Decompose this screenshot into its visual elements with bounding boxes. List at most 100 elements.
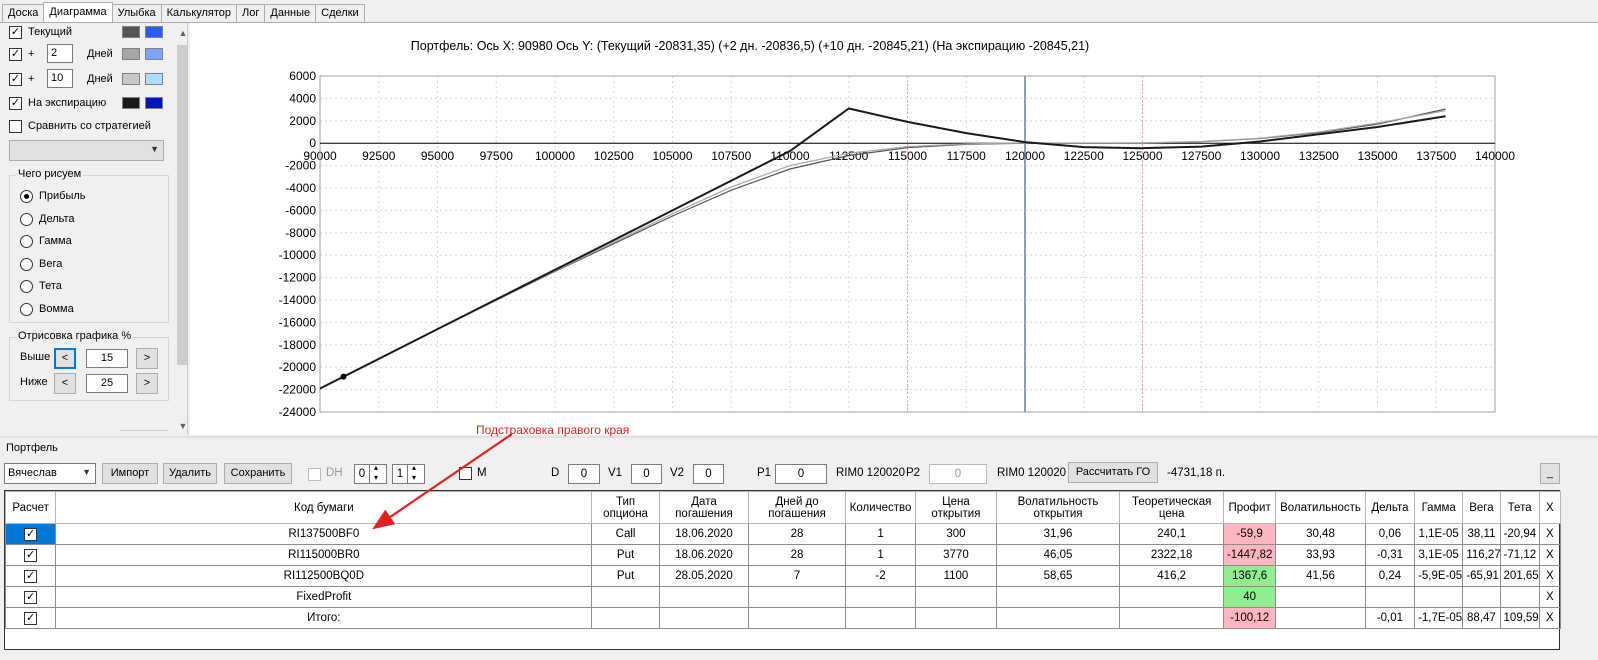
tab-3[interactable]: Калькулятор bbox=[160, 4, 238, 23]
remove-row-button[interactable]: X bbox=[1538, 565, 1562, 587]
radio-2[interactable] bbox=[20, 235, 33, 248]
column-header-0[interactable]: Расчет bbox=[4, 491, 57, 524]
table-cell bbox=[591, 607, 660, 629]
column-header-9[interactable]: Профит bbox=[1222, 491, 1277, 524]
save-button[interactable]: Сохранить bbox=[224, 463, 292, 484]
scroll-down-icon[interactable]: ▼ bbox=[178, 421, 188, 431]
portfolio-select[interactable]: Вячеслав ▼ bbox=[4, 463, 96, 484]
plus2-alt-color-swatch[interactable] bbox=[145, 48, 163, 60]
column-header-14[interactable]: Тета bbox=[1499, 491, 1540, 524]
column-header-6[interactable]: Цена открытия bbox=[915, 491, 997, 524]
delete-button[interactable]: Удалить bbox=[163, 463, 217, 484]
tab-5[interactable]: Данные bbox=[264, 4, 317, 23]
p1-input[interactable]: 0 bbox=[775, 464, 827, 484]
dh-spinner-1[interactable] bbox=[369, 463, 387, 484]
expiry-alt-color-swatch[interactable] bbox=[145, 97, 163, 109]
calc-checkbox[interactable]: ✓ bbox=[24, 611, 38, 625]
table-cell: 28.05.2020 bbox=[658, 565, 750, 587]
radio-0[interactable] bbox=[20, 190, 33, 203]
table-row[interactable]: ✓ Итого: -100,12 -0,01 -1,7E-05 88,47 109,59 X bbox=[4, 607, 1562, 629]
radio-4[interactable] bbox=[20, 280, 33, 293]
calc-checkbox[interactable]: ✓ bbox=[24, 548, 38, 562]
column-header-3[interactable]: Дата погашения bbox=[658, 491, 750, 524]
below-decrease-button[interactable]: < bbox=[54, 373, 76, 394]
days-input-2[interactable]: 10 bbox=[47, 69, 73, 88]
column-header-12[interactable]: Гамма bbox=[1414, 491, 1464, 524]
x-tick-label: 130000 bbox=[1240, 149, 1280, 163]
radio-3[interactable] bbox=[20, 257, 33, 271]
current-checkbox[interactable]: ✓ bbox=[9, 26, 22, 39]
scroll-up-icon[interactable]: ▲ bbox=[178, 28, 188, 38]
remove-row-button[interactable]: X bbox=[1538, 544, 1562, 566]
column-header-15[interactable]: X bbox=[1538, 491, 1562, 524]
plus2-color-swatch[interactable] bbox=[122, 48, 140, 60]
scroll-thumb[interactable] bbox=[177, 45, 187, 365]
calc-checkbox[interactable]: ✓ bbox=[24, 590, 38, 604]
remove-row-button[interactable]: X bbox=[1538, 607, 1562, 629]
above-decrease-button[interactable]: < bbox=[54, 348, 76, 369]
dh-checkbox[interactable] bbox=[308, 468, 321, 481]
table-row[interactable]: ✓ RI112500BQ0D Put 28.05.2020 7 -2 1100 58,65 41… bbox=[4, 565, 1562, 587]
series-line bbox=[319, 110, 1446, 390]
left-panel-scrollbar[interactable]: ▲ ▼ bbox=[176, 25, 188, 435]
import-button[interactable]: Импорт bbox=[102, 463, 158, 484]
tab-0[interactable]: Доска bbox=[2, 4, 45, 23]
remove-row-button[interactable]: X bbox=[1538, 523, 1562, 545]
strategy-select[interactable]: ▼ bbox=[9, 140, 164, 161]
column-header-13[interactable]: Вега bbox=[1462, 491, 1501, 524]
tab-6[interactable]: Сделки bbox=[315, 4, 365, 23]
column-header-2[interactable]: Тип опциона bbox=[591, 491, 660, 524]
column-header-11[interactable]: Дельта bbox=[1364, 491, 1416, 524]
remove-row-button[interactable]: X bbox=[1538, 586, 1562, 608]
calc-checkbox[interactable]: ✓ bbox=[24, 569, 38, 583]
splitter[interactable] bbox=[0, 436, 1598, 438]
column-header-8[interactable]: Теоретическая цена bbox=[1119, 491, 1224, 524]
current-alt-color-swatch[interactable] bbox=[145, 26, 163, 38]
tab-2[interactable]: Улыбка bbox=[111, 4, 162, 23]
above-value[interactable]: 15 bbox=[86, 349, 128, 368]
radio-5[interactable] bbox=[20, 302, 33, 316]
table-cell: 0,06 bbox=[1364, 523, 1416, 545]
current-color-swatch[interactable] bbox=[122, 26, 140, 38]
calc-checkbox[interactable]: ✓ bbox=[24, 527, 38, 541]
column-header-7[interactable]: Волатильность открытия bbox=[995, 491, 1121, 524]
above-increase-button[interactable]: > bbox=[136, 348, 158, 369]
v2-input[interactable]: 0 bbox=[693, 464, 724, 484]
plus-days-checkbox-1[interactable]: ✓ bbox=[9, 48, 22, 61]
below-value[interactable]: 25 bbox=[86, 374, 128, 393]
calc-cell[interactable]: ✓ bbox=[4, 586, 57, 608]
expiry-color-swatch[interactable] bbox=[122, 97, 140, 109]
d-input[interactable]: 0 bbox=[568, 464, 600, 484]
compare-checkbox[interactable] bbox=[9, 120, 22, 133]
plus-days-checkbox-2[interactable]: ✓ bbox=[9, 73, 22, 86]
calc-cell[interactable]: ✓ bbox=[4, 607, 57, 629]
plus10-color-swatch[interactable] bbox=[122, 73, 140, 85]
column-header-1[interactable]: Код бумаги bbox=[55, 491, 593, 524]
radio-1[interactable] bbox=[20, 212, 33, 226]
below-increase-button[interactable]: > bbox=[136, 373, 158, 394]
table-row[interactable]: ✓ RI137500BF0 Call 18.06.2020 28 1 300 31,96 240… bbox=[4, 523, 1562, 545]
calc-cell[interactable]: ✓ bbox=[4, 523, 57, 545]
calc-cell[interactable]: ✓ bbox=[4, 544, 57, 566]
days-input-1[interactable]: 2 bbox=[47, 44, 73, 63]
p2-input[interactable]: 0 bbox=[929, 464, 987, 484]
table-cell: 109,59 bbox=[1499, 607, 1540, 629]
table-row[interactable]: ✓ RI115000BR0 Put 18.06.2020 28 1 3770 46,05 232… bbox=[4, 544, 1562, 566]
tab-1[interactable]: Диаграмма bbox=[43, 2, 113, 23]
column-header-4[interactable]: Дней до погашения bbox=[748, 491, 846, 524]
column-header-10[interactable]: Волатильность bbox=[1275, 491, 1366, 524]
table-row[interactable]: ✓ FixedProfit 40 X bbox=[4, 586, 1562, 608]
table-cell bbox=[995, 586, 1121, 608]
column-header-5[interactable]: Количество bbox=[844, 491, 917, 524]
tab-4[interactable]: Лог bbox=[236, 4, 266, 23]
m-checkbox[interactable] bbox=[459, 467, 472, 480]
calculate-go-button[interactable]: Рассчитать ГО bbox=[1068, 462, 1158, 483]
calc-cell[interactable]: ✓ bbox=[4, 565, 57, 587]
table-cell: 7 bbox=[748, 565, 846, 587]
dh-spinner-2[interactable] bbox=[407, 463, 425, 484]
expiry-checkbox[interactable]: ✓ bbox=[9, 97, 22, 110]
minimize-button[interactable]: _ bbox=[1540, 463, 1560, 484]
table-cell bbox=[748, 607, 846, 629]
v1-input[interactable]: 0 bbox=[631, 464, 662, 484]
plus10-alt-color-swatch[interactable] bbox=[145, 73, 163, 85]
